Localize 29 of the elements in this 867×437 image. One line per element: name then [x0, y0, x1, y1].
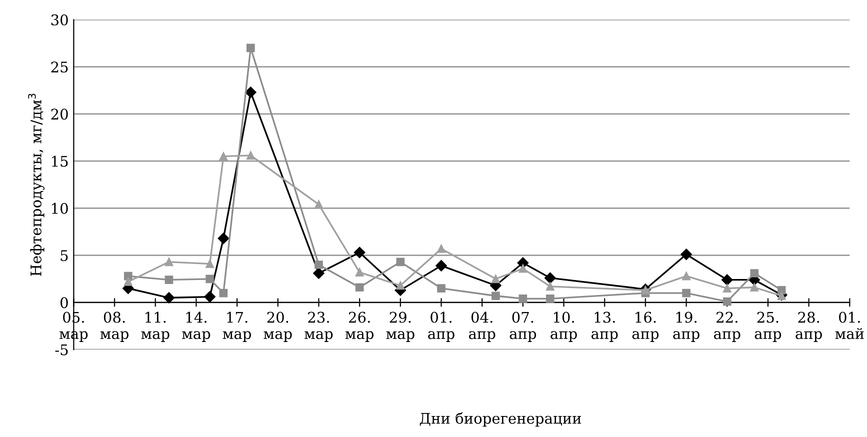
x-tick-label: 23. мар: [304, 312, 333, 342]
x-tick-label: 01. май: [835, 312, 864, 340]
x-tick-label: 14. мар: [182, 312, 210, 342]
x-tick-label: 17. мар: [222, 312, 252, 342]
y-tick-label: -5: [55, 344, 68, 356]
x-tick-label: 26. мар: [345, 312, 374, 342]
y-tick-label: 0: [60, 297, 68, 308]
y-tick-label: 20: [51, 108, 68, 120]
x-tick-label: 01. апр: [428, 312, 454, 342]
x-tick-label: 07. апр: [510, 312, 536, 342]
y-tick-label: 10: [52, 202, 68, 214]
y-axis-title: Нефтепродукты, мг/дм$^{3}$: [28, 94, 44, 276]
x-tick-label: 29. мар: [386, 312, 414, 342]
x-axis-title: Дни биорегенерации: [420, 412, 582, 427]
x-tick-label: 10. апр: [550, 312, 577, 342]
y-tick-label: 30: [51, 14, 68, 26]
x-tick-label: 28. апр: [796, 312, 822, 342]
x-tick-label: 04. апр: [468, 312, 496, 342]
x-tick-label: 11. мар: [141, 312, 170, 342]
y-tick-label: 15: [52, 156, 68, 167]
y-tick-label: 25: [51, 62, 68, 73]
y-tick-label: 5: [60, 250, 68, 262]
x-tick-label: 19. апр: [673, 312, 700, 342]
x-tick-label: 20. мар: [264, 312, 292, 342]
x-tick-label: 22. апр: [714, 312, 740, 342]
x-tick-label: 08. мар: [100, 312, 128, 342]
x-tick-label: 25. апр: [754, 312, 782, 342]
x-tick-label: 13. апр: [591, 312, 618, 342]
x-tick-label: 16. апр: [632, 312, 659, 342]
